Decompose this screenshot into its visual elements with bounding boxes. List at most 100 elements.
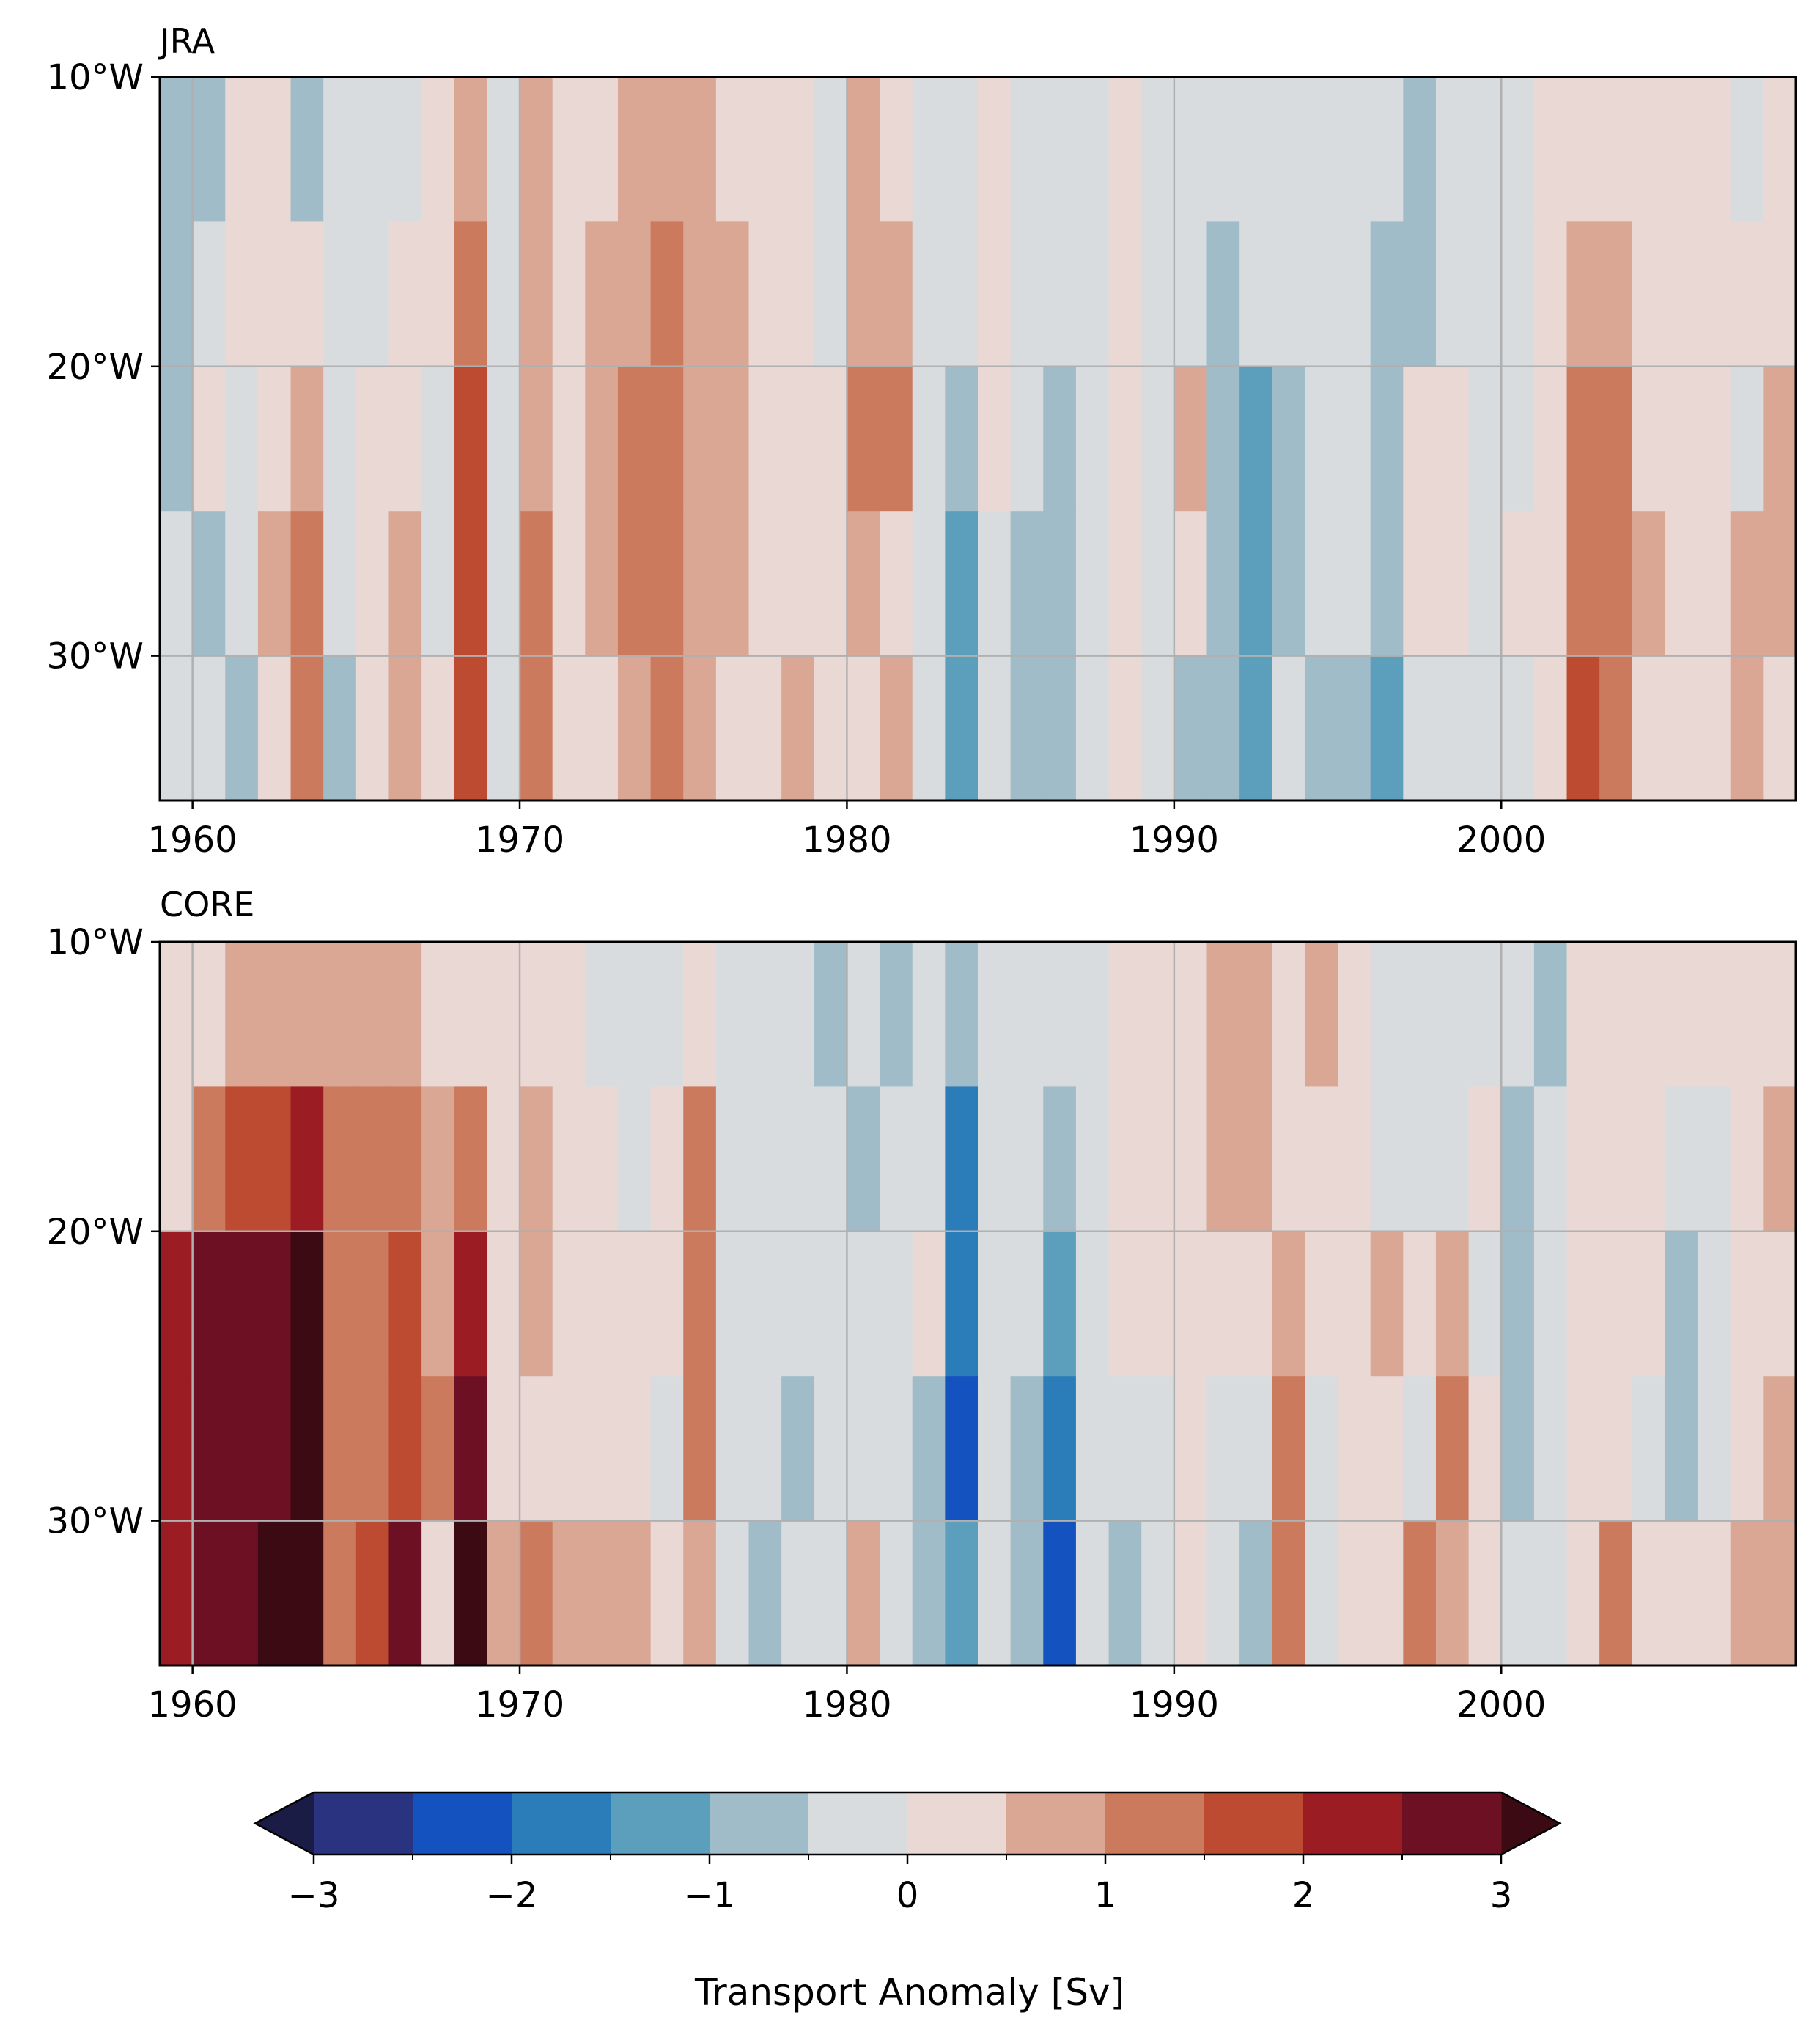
heatmap-cell bbox=[225, 1520, 259, 1666]
heatmap-cell bbox=[748, 366, 782, 512]
heatmap-cell bbox=[1435, 942, 1470, 1087]
heatmap-cell bbox=[781, 511, 815, 657]
heatmap-cell bbox=[1533, 77, 1568, 222]
heatmap-cell bbox=[1305, 511, 1338, 657]
heatmap-cell bbox=[1698, 511, 1731, 657]
heatmap-cell bbox=[421, 1376, 455, 1522]
x-tick-label: 1970 bbox=[475, 820, 564, 861]
heatmap-cell bbox=[1730, 1376, 1764, 1522]
heatmap-cell bbox=[1206, 1231, 1240, 1377]
heatmap-cell bbox=[454, 77, 487, 222]
heatmap-cell bbox=[421, 1086, 455, 1232]
heatmap-cell bbox=[1599, 1086, 1633, 1232]
y-tick-label: 30°W bbox=[46, 636, 144, 677]
heatmap-cell bbox=[454, 655, 487, 801]
x-tick-label: 1990 bbox=[1130, 1684, 1219, 1726]
heatmap-cell bbox=[978, 1376, 1012, 1522]
heatmap-cell bbox=[1206, 1376, 1240, 1522]
heatmap-cell bbox=[1566, 1231, 1600, 1377]
heatmap-cell bbox=[1665, 1376, 1698, 1522]
heatmap-cell bbox=[880, 1520, 913, 1666]
heatmap-cell bbox=[748, 1520, 782, 1666]
heatmap-cell bbox=[1239, 1520, 1273, 1666]
heatmap-cell bbox=[1763, 221, 1797, 367]
colorbar-segment bbox=[808, 1792, 908, 1855]
heatmap-cell bbox=[683, 511, 717, 657]
heatmap-cell bbox=[1632, 1376, 1666, 1522]
heatmap-cell bbox=[1141, 221, 1175, 367]
heatmap-cell bbox=[1305, 655, 1338, 801]
heatmap-cell bbox=[1043, 1231, 1077, 1377]
heatmap-cell bbox=[257, 1520, 292, 1666]
heatmap-cell bbox=[585, 77, 619, 222]
colorbar-over-extension bbox=[1501, 1792, 1560, 1855]
heatmap-cell bbox=[1043, 221, 1077, 367]
heatmap-cell bbox=[945, 1231, 979, 1377]
heatmap-cell bbox=[1174, 511, 1208, 657]
heatmap-cell bbox=[1632, 655, 1666, 801]
heatmap-cell bbox=[1370, 1086, 1404, 1232]
x-tick-label: 1960 bbox=[148, 820, 237, 861]
heatmap-cell bbox=[454, 511, 487, 657]
heatmap-cell bbox=[650, 77, 684, 222]
heatmap-cell bbox=[355, 221, 390, 367]
heatmap-cell bbox=[355, 1520, 390, 1666]
heatmap-cell bbox=[192, 942, 226, 1087]
heatmap-cell bbox=[1403, 1376, 1437, 1522]
heatmap-cell bbox=[978, 77, 1012, 222]
heatmap-cell bbox=[1338, 1231, 1371, 1377]
heatmap-cell bbox=[1730, 511, 1764, 657]
heatmap-cell bbox=[1108, 366, 1142, 512]
heatmap-cell bbox=[1599, 511, 1633, 657]
heatmap-cell bbox=[1403, 221, 1437, 367]
heatmap-cell bbox=[1206, 1520, 1240, 1666]
heatmap-cell bbox=[1501, 221, 1535, 367]
heatmap-cell bbox=[1141, 77, 1175, 222]
heatmap-cell bbox=[1370, 77, 1404, 222]
heatmap-cell bbox=[847, 655, 880, 801]
heatmap-cell bbox=[585, 1231, 619, 1377]
heatmap-cell bbox=[1599, 655, 1633, 801]
heatmap-cell bbox=[585, 655, 619, 801]
heatmap-cell bbox=[1632, 942, 1666, 1087]
heatmap-cell bbox=[290, 77, 324, 222]
heatmap-cell bbox=[225, 1231, 259, 1377]
heatmap-cell bbox=[1043, 77, 1077, 222]
heatmap-cell bbox=[290, 1520, 324, 1666]
heatmap-cell bbox=[552, 1231, 586, 1377]
heatmap-cell bbox=[880, 77, 913, 222]
heatmap-cell bbox=[1468, 366, 1502, 512]
heatmap-cell bbox=[323, 366, 357, 512]
heatmap-cell bbox=[1174, 77, 1208, 222]
heatmap-cell bbox=[1763, 1086, 1797, 1232]
colorbar-tick-label: 2 bbox=[1292, 1875, 1315, 1916]
colorbar-tick-label: 1 bbox=[1094, 1875, 1117, 1916]
heatmap-cell bbox=[290, 221, 324, 367]
heatmap-cell bbox=[257, 1376, 292, 1522]
heatmap-cell bbox=[912, 366, 946, 512]
heatmap-cell bbox=[814, 1231, 848, 1377]
heatmap-cell bbox=[1206, 511, 1240, 657]
heatmap-cell bbox=[1141, 1086, 1175, 1232]
heatmap-cell bbox=[945, 655, 979, 801]
heatmap-cell bbox=[1501, 511, 1535, 657]
heatmap-cell bbox=[487, 1520, 520, 1666]
heatmap-cell bbox=[355, 1086, 390, 1232]
heatmap-cell bbox=[1272, 1086, 1305, 1232]
heatmap-cell bbox=[257, 511, 292, 657]
heatmap-cell bbox=[617, 655, 652, 801]
heatmap-cell bbox=[715, 655, 750, 801]
heatmap-cell bbox=[683, 77, 717, 222]
heatmap-cell bbox=[1566, 1520, 1600, 1666]
heatmap-cell bbox=[1403, 1086, 1437, 1232]
heatmap-cell bbox=[1763, 655, 1797, 801]
colorbar-ticks: −3 −2 −1 0 1 2 3 bbox=[288, 1855, 1512, 1916]
heatmap-cell bbox=[847, 1376, 880, 1522]
heatmap-cell bbox=[1501, 77, 1535, 222]
heatmap-cell bbox=[617, 366, 652, 512]
heatmap-cell bbox=[1338, 221, 1371, 367]
heatmap-cell bbox=[257, 221, 292, 367]
heatmap-cell bbox=[520, 366, 553, 512]
heatmap-cell bbox=[552, 942, 586, 1087]
